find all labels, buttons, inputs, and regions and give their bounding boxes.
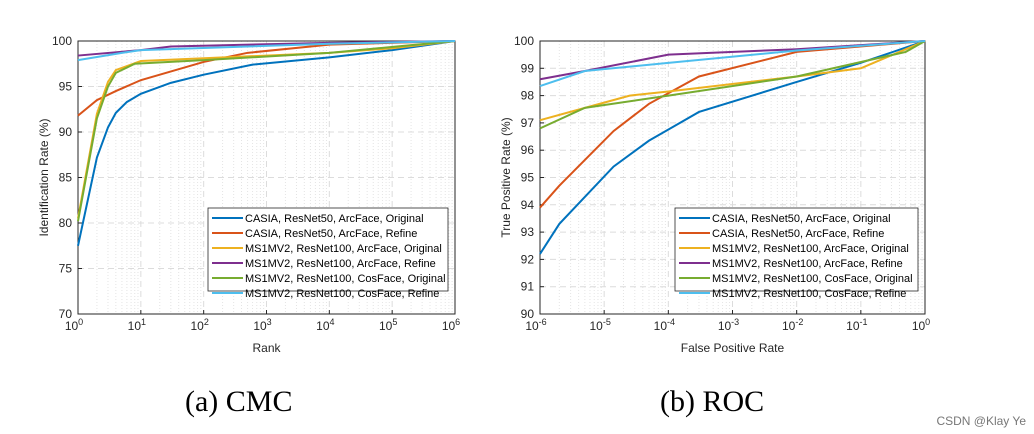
- x-tick-label: 102: [190, 317, 208, 333]
- legend-entry: MS1MV2, ResNet100, ArcFace, Original: [245, 243, 442, 255]
- y-tick-label: 90: [59, 125, 73, 139]
- x-axis-label: Rank: [252, 341, 281, 355]
- series-line-1: [539, 40, 926, 255]
- x-tick-label: 10-2: [782, 317, 803, 333]
- y-tick-label: 95: [521, 171, 535, 185]
- x-tick-label: 101: [128, 317, 146, 333]
- legend-entry: MS1MV2, ResNet100, ArcFace, Refine: [712, 258, 903, 270]
- y-tick-label: 91: [521, 280, 535, 294]
- x-tick-exponent: 5: [392, 317, 397, 327]
- watermark: CSDN @Klay Ye: [936, 414, 1026, 428]
- axes-box: [77, 40, 456, 315]
- y-axis-label: True Positive Rate (%): [499, 117, 513, 237]
- y-tick-label: 85: [59, 171, 73, 185]
- axes-box: [539, 40, 926, 315]
- caption-b: (b) ROC: [660, 385, 765, 418]
- legend-entry: MS1MV2, ResNet100, ArcFace, Original: [712, 243, 909, 255]
- x-tick-exponent: -1: [860, 317, 868, 327]
- x-tick-exponent: 1: [141, 317, 146, 327]
- y-axis-label: Identification Rate (%): [37, 118, 51, 236]
- y-tick-label: 97: [521, 116, 535, 130]
- x-tick-exponent: -3: [731, 317, 739, 327]
- x-tick-label: 10-3: [718, 317, 739, 333]
- legend-entry: CASIA, ResNet50, ArcFace, Refine: [245, 228, 417, 240]
- x-tick-exponent: 0: [925, 317, 930, 327]
- legend-entry: CASIA, ResNet50, ArcFace, Refine: [712, 228, 884, 240]
- series-line-5: [539, 40, 926, 130]
- caption-a: (a) CMC: [185, 385, 293, 418]
- x-tick-label: 105: [379, 317, 397, 333]
- legend-entry: MS1MV2, ResNet100, ArcFace, Refine: [245, 258, 436, 270]
- chart-cmc: 100 101 102 103 104 105 106707580859095100Rank…: [37, 34, 460, 355]
- y-tick-label: 70: [59, 307, 73, 321]
- x-tick-exponent: 0: [78, 317, 83, 327]
- y-tick-label: 94: [521, 198, 535, 212]
- y-tick-label: 95: [59, 80, 73, 94]
- y-tick-label: 92: [521, 252, 535, 266]
- y-tick-label: 90: [521, 307, 535, 321]
- y-tick-label: 75: [59, 262, 73, 276]
- x-tick-label: 106: [442, 317, 460, 333]
- x-tick-exponent: -6: [539, 317, 547, 327]
- series-line-6: [77, 40, 456, 62]
- x-tick-exponent: 3: [267, 317, 272, 327]
- x-tick-exponent: 6: [455, 317, 460, 327]
- x-tick-label: 103: [253, 317, 271, 333]
- y-tick-label: 93: [521, 225, 535, 239]
- series-line-2: [539, 40, 926, 209]
- legend-box: [207, 207, 449, 292]
- x-tick-label: 104: [316, 317, 334, 333]
- legend-box: [674, 207, 919, 292]
- series-line-6: [539, 40, 926, 87]
- legend: CASIA, ResNet50, ArcFace, Original CASIA,…: [207, 207, 449, 300]
- x-tick-exponent: 4: [330, 317, 335, 327]
- x-tick-label: 10-4: [654, 317, 675, 333]
- y-tick-label: 100: [52, 34, 72, 48]
- y-tick-label: 98: [521, 89, 535, 103]
- y-tick-label: 99: [521, 61, 535, 75]
- x-tick-label: 100: [912, 317, 930, 333]
- x-tick-exponent: -4: [667, 317, 675, 327]
- x-tick-label: 10-5: [589, 317, 610, 333]
- legend-entry: MS1MV2, ResNet100, CosFace, Original: [712, 273, 913, 285]
- x-tick-exponent: -5: [603, 317, 611, 327]
- y-tick-label: 100: [514, 34, 534, 48]
- y-tick-label: 80: [59, 216, 73, 230]
- x-axis-label: False Positive Rate: [681, 341, 785, 355]
- series-line-2: [77, 40, 456, 117]
- legend-entry: MS1MV2, ResNet100, CosFace, Refine: [245, 288, 439, 300]
- x-tick-exponent: 2: [204, 317, 209, 327]
- series-line-1: [77, 40, 456, 246]
- legend-entry: MS1MV2, ResNet100, CosFace, Original: [245, 273, 446, 285]
- legend: CASIA, ResNet50, ArcFace, Original CASIA,…: [674, 207, 919, 300]
- chart-roc: 10-6 10-5 10-4 10-3 10-2 10-1 1009091929394959…: [499, 34, 930, 355]
- x-tick-exponent: -2: [795, 317, 803, 327]
- y-tick-label: 96: [521, 143, 535, 157]
- legend-entry: CASIA, ResNet50, ArcFace, Original: [245, 213, 424, 225]
- series-line-5: [77, 40, 456, 222]
- x-tick-label: 10-1: [846, 317, 867, 333]
- legend-entry: MS1MV2, ResNet100, CosFace, Refine: [712, 288, 906, 300]
- legend-entry: CASIA, ResNet50, ArcFace, Original: [712, 213, 891, 225]
